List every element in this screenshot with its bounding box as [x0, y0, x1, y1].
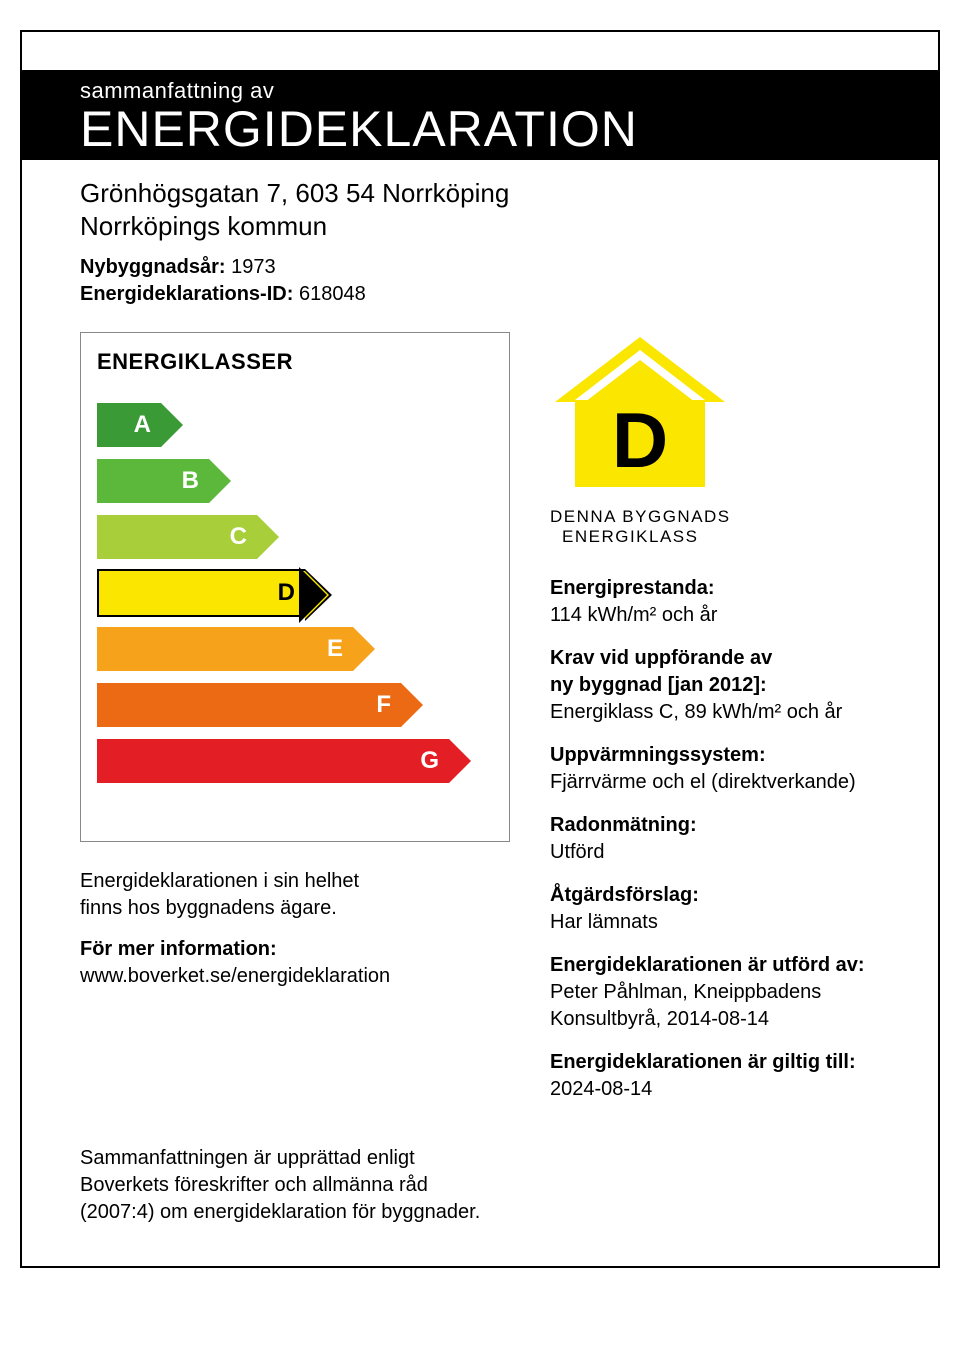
performance-value: 114 kWh/m² och år — [550, 602, 880, 629]
footer-text: Sammanfattningen är upprättad enligt Bov… — [80, 1145, 510, 1226]
performed-by-label: Energideklarationen är utförd av: — [550, 952, 880, 979]
address-line-2: Norrköpings kommun — [80, 211, 880, 242]
content-area: Grönhögsgatan 7, 603 54 Norrköping Norrk… — [22, 160, 938, 1266]
performed-by-value-1: Peter Påhlman, Kneippbadens — [550, 979, 880, 1006]
svg-text:D: D — [612, 396, 668, 484]
address-line-1: Grönhögsgatan 7, 603 54 Norrköping — [80, 178, 880, 209]
energy-arrow-label: E — [327, 635, 343, 663]
energy-arrow-c: C — [97, 515, 257, 559]
footer-line-1: Sammanfattningen är upprättad enligt — [80, 1145, 510, 1172]
energy-arrow-label: G — [420, 747, 439, 775]
energy-arrow-b: B — [97, 459, 209, 503]
energy-arrow-g: G — [97, 739, 449, 783]
availability-line-2: finns hos byggnadens ägare. — [80, 895, 510, 922]
declaration-id-value: 618048 — [299, 283, 366, 305]
energy-class-title: ENERGIKLASSER — [97, 349, 493, 375]
valid-until-value: 2024-08-14 — [550, 1076, 880, 1103]
energy-arrow-label: D — [278, 579, 295, 607]
requirement-value: Energiklass C, 89 kWh/m² och år — [550, 699, 880, 726]
energy-arrow-d: D — [97, 571, 305, 615]
energy-arrow-e: E — [97, 627, 353, 671]
declaration-id-row: Energideklarations-ID: 618048 — [80, 283, 880, 306]
requirement-label-1: Krav vid uppförande av — [550, 645, 880, 672]
right-column: D DENNA BYGGNADS ENERGIKLASS Energiprest… — [550, 332, 880, 1119]
footer-line-2: Boverkets föreskrifter och allmänna råd — [80, 1172, 510, 1199]
valid-until-label: Energideklarationen är giltig till: — [550, 1049, 880, 1076]
action-label: Åtgärdsförslag: — [550, 882, 880, 909]
energy-arrow-f: F — [97, 683, 401, 727]
energy-arrow-label: C — [230, 523, 247, 551]
title-band: sammanfattning av ENERGIDEKLARATION — [22, 70, 938, 160]
declaration-id-label: Energideklarations-ID: — [80, 283, 293, 305]
badge-caption-2: ENERGIKLASS — [562, 527, 880, 547]
performance-label: Energiprestanda: — [550, 575, 880, 602]
badge-caption: DENNA BYGGNADS ENERGIKLASS — [550, 507, 880, 547]
build-year-label: Nybyggnadsår: — [80, 256, 226, 278]
house-badge-icon: D — [550, 332, 730, 497]
performed-by-value-2: Konsultbyrå, 2014-08-14 — [550, 1006, 880, 1033]
more-info-label: För mer information: — [80, 936, 510, 963]
build-year-row: Nybyggnadsår: 1973 — [80, 256, 880, 279]
left-column: ENERGIKLASSER A B C D E F G Energideklaratione… — [80, 332, 510, 1119]
energy-arrow-label: F — [376, 691, 391, 719]
energy-arrow-label: B — [182, 467, 199, 495]
energy-arrow-label: A — [134, 411, 151, 439]
availability-line-1: Energideklarationen i sin helhet — [80, 868, 510, 895]
build-year-value: 1973 — [231, 256, 276, 278]
info-block: Energiprestanda: 114 kWh/m² och år Krav … — [550, 575, 880, 1103]
availability-text: Energideklarationen i sin helhet finns h… — [80, 868, 510, 990]
heating-value: Fjärrvärme och el (direktverkande) — [550, 769, 880, 796]
radon-label: Radonmätning: — [550, 812, 880, 839]
footer-line-3: (2007:4) om energideklaration för byggna… — [80, 1199, 510, 1226]
action-value: Har lämnats — [550, 909, 880, 936]
energy-arrow-a: A — [97, 403, 161, 447]
energy-arrows: A B C D E F G — [97, 403, 493, 793]
more-info-url: www.boverket.se/energideklaration — [80, 963, 510, 990]
title-main: ENERGIDEKLARATION — [80, 104, 938, 154]
requirement-label-2: ny byggnad [jan 2012]: — [550, 672, 880, 699]
radon-value: Utförd — [550, 839, 880, 866]
heating-label: Uppvärmningssystem: — [550, 742, 880, 769]
energy-declaration-page: sammanfattning av ENERGIDEKLARATION Grön… — [20, 30, 940, 1268]
two-column-layout: ENERGIKLASSER A B C D E F G Energideklaratione… — [80, 332, 880, 1119]
energy-class-chart: ENERGIKLASSER A B C D E F G — [80, 332, 510, 842]
badge-caption-1: DENNA BYGGNADS — [550, 507, 880, 527]
